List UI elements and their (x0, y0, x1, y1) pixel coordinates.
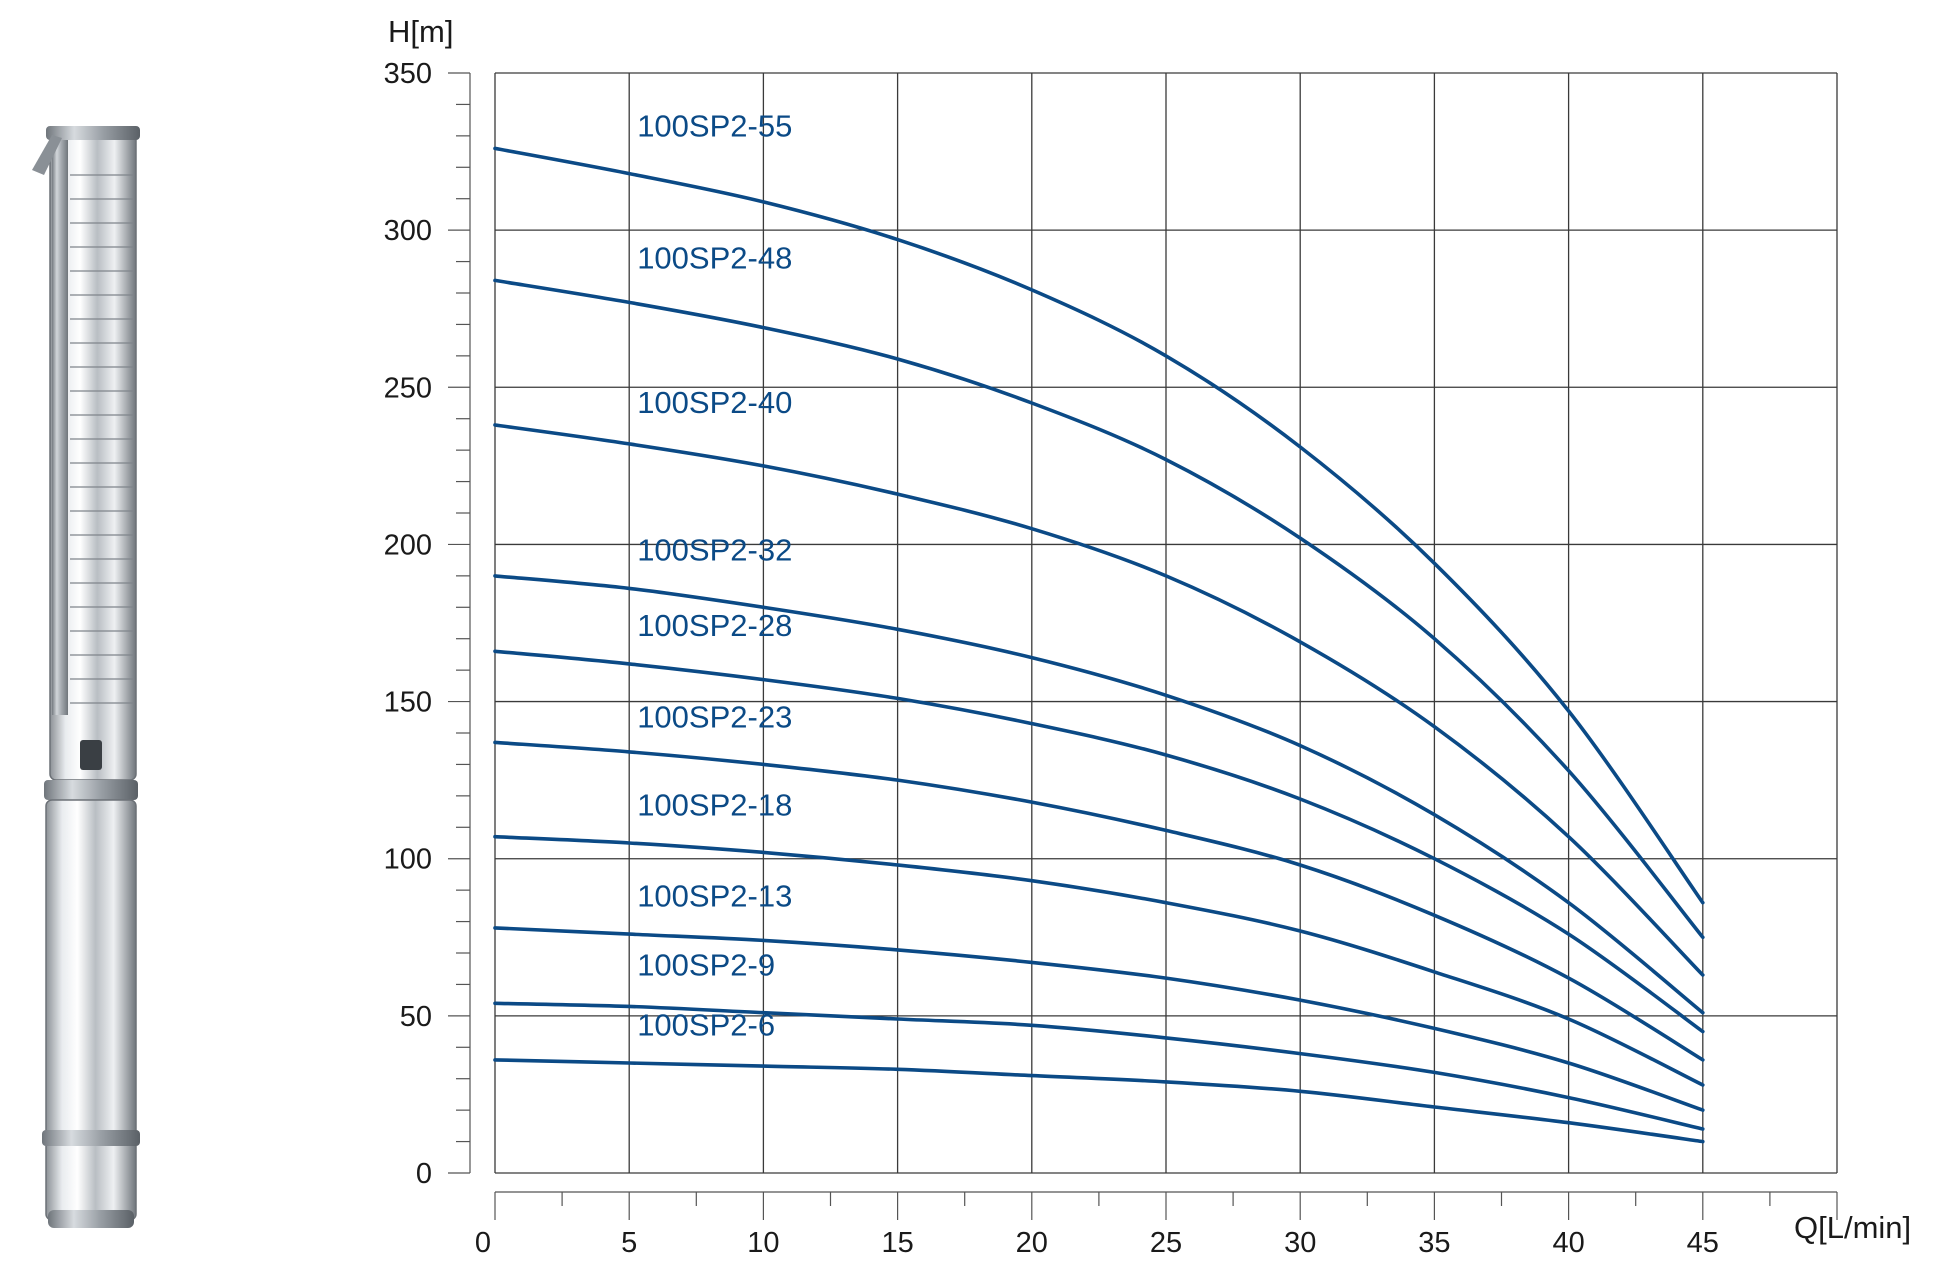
series-label-100sp2-13: 100SP2-13 (637, 878, 792, 913)
y-tick-label: 200 (384, 529, 432, 561)
y-tick-label: 0 (416, 1158, 432, 1190)
y-tick-label: 300 (384, 215, 432, 247)
series-line-100sp2-23 (493, 740, 1705, 1062)
x-tick-label: 30 (1284, 1227, 1316, 1259)
x-tick-label: 5 (621, 1227, 637, 1259)
grid (494, 72, 1838, 1174)
series-line-100sp2-6 (493, 1058, 1705, 1144)
series-label-100sp2-9: 100SP2-9 (637, 948, 775, 983)
x-tick-labels: 0 5 10 15 20 25 30 35 40 45 (475, 1227, 1719, 1259)
y-tick-label: 50 (400, 1001, 432, 1033)
x-tick-label: 15 (881, 1227, 913, 1259)
series-label-100sp2-48: 100SP2-48 (637, 240, 792, 275)
series-label-100sp2-6: 100SP2-6 (637, 1007, 775, 1042)
series-line-100sp2-55 (493, 146, 1705, 905)
series-label-100sp2-18: 100SP2-18 (637, 787, 792, 822)
submersible-pump-icon (32, 126, 140, 1228)
y-tick-labels: 0 50 100 150 200 250 300 350 (384, 58, 432, 1190)
x-tick-label: 10 (747, 1227, 779, 1259)
series-label-100sp2-40: 100SP2-40 (637, 385, 792, 420)
series-line-100sp2-13 (493, 926, 1705, 1112)
x-tick-label: 45 (1687, 1227, 1719, 1259)
series-line-100sp2-32 (493, 574, 1705, 1015)
series-line-100sp2-9 (493, 1001, 1705, 1131)
y-tick-label: 150 (384, 687, 432, 719)
series-line-100sp2-28 (493, 649, 1705, 1034)
minor-ticks (448, 72, 1838, 1220)
series-labels: 100SP2-55 100SP2-48 100SP2-40 100SP2-32 100S… (637, 108, 792, 1042)
x-tick-label: 35 (1418, 1227, 1450, 1259)
y-tick-label: 250 (384, 372, 432, 404)
series-line-100sp2-18 (493, 834, 1705, 1087)
y-tick-label: 350 (384, 58, 432, 90)
x-tick-label: 40 (1552, 1227, 1584, 1259)
x-axis-title: Q[L/min] (1794, 1210, 1911, 1245)
x-tick-label: 20 (1016, 1227, 1048, 1259)
series-line-100sp2-40 (493, 423, 1705, 977)
series-label-100sp2-55: 100SP2-55 (637, 108, 792, 143)
series-label-100sp2-23: 100SP2-23 (637, 699, 792, 734)
series-lines (493, 146, 1705, 1144)
submersible-pump-illustration (32, 126, 140, 1228)
series-label-100sp2-28: 100SP2-28 (637, 608, 792, 643)
x-tick-label: 0 (475, 1227, 491, 1259)
series-line-100sp2-48 (493, 278, 1705, 940)
x-tick-label: 25 (1150, 1227, 1182, 1259)
y-axis-title: H[m] (388, 14, 453, 49)
series-label-100sp2-32: 100SP2-32 (637, 533, 792, 568)
y-tick-label: 100 (384, 844, 432, 876)
